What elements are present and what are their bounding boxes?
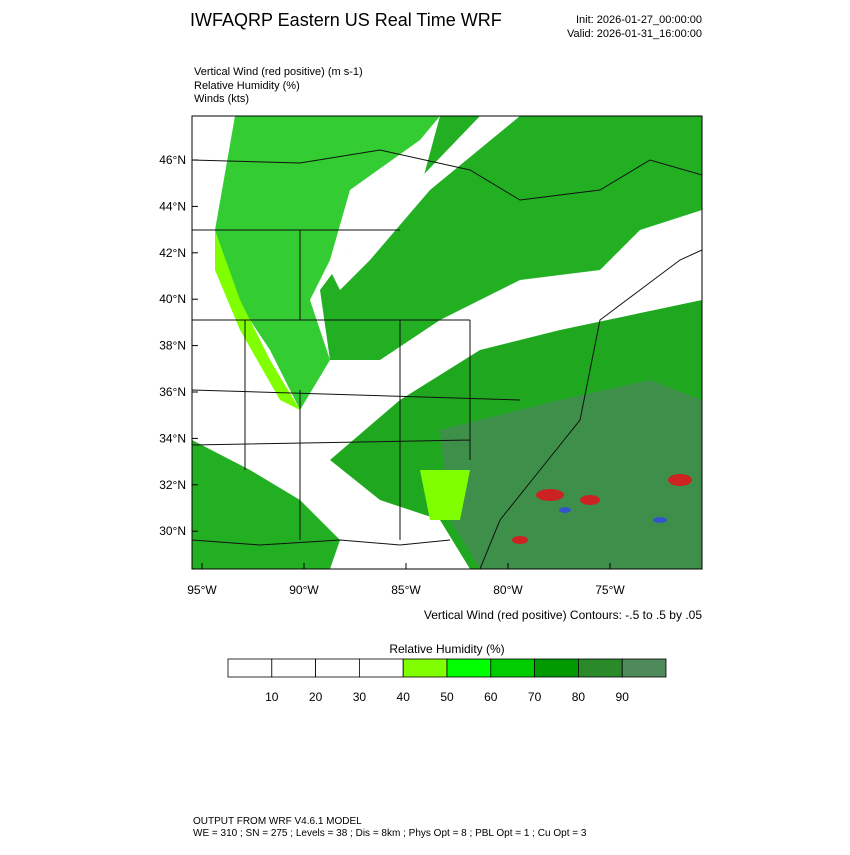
colorbar-box [578,658,623,678]
colorbar-label: 80 [572,690,586,704]
colorbar-box [402,658,448,678]
humidity-area [420,470,470,520]
colorbar-box [315,658,360,678]
lat-label: 46°N [159,153,186,167]
lat-label: 36°N [159,385,186,399]
colorbar-label: 10 [265,690,279,704]
dry-band [560,210,702,320]
lon-label: 85°W [391,583,421,597]
humidity-area [192,440,340,569]
lon-label: 80°W [493,583,523,597]
colorbar-box [271,658,316,678]
colorbar-label: 30 [353,690,367,704]
colorbar-label: 20 [309,690,323,704]
lat-label: 44°N [159,199,186,213]
init-time: Init: 2026-01-27_00:00:00 [576,14,702,26]
colorbar-box [227,658,273,678]
contour-note: Vertical Wind (red positive) Contours: -… [424,608,702,622]
lat-label: 40°N [159,292,186,306]
field-label: Winds (kts) [194,93,249,105]
colorbar-box [621,658,667,678]
field-label: Vertical Wind (red positive) (m s-1) [194,66,363,78]
footer-line: WE = 310 ; SN = 275 ; Levels = 38 ; Dis … [193,828,587,839]
colorbar-box [358,658,404,678]
map-field [192,116,702,569]
colorbar-label: 50 [440,690,454,704]
title: IWFAQRP Eastern US Real Time WRF [190,10,502,30]
colorbar-label: 70 [528,690,542,704]
lat-label: 32°N [159,478,186,492]
valid-time: Valid: 2026-01-31_16:00:00 [567,28,702,40]
field-label: Relative Humidity (%) [194,80,300,92]
updraft-cells [512,474,692,544]
lat-label: 34°N [159,431,186,445]
lon-label: 75°W [595,583,625,597]
lat-label: 30°N [159,524,186,538]
colorbar-box [446,658,492,678]
lat-label: 38°N [159,339,186,353]
lon-label: 95°W [187,583,217,597]
dry-band [330,116,520,290]
colorbar-label: 40 [397,690,411,704]
humidity-area [215,116,440,410]
lat-label: 42°N [159,246,186,260]
colorbar-label: 60 [484,690,498,704]
colorbar-label: 90 [616,690,630,704]
boundaries [192,149,702,569]
humidity-area [320,116,702,360]
footer-line: OUTPUT FROM WRF V4.6.1 MODEL [193,816,362,827]
colorbar-box [490,658,535,678]
downdraft-cells [559,507,667,523]
colorbar-box [534,658,579,678]
map-frame [191,115,703,570]
lon-label: 90°W [289,583,319,597]
humidity-area [440,380,702,569]
colorbar-title: Relative Humidity (%) [389,642,504,656]
